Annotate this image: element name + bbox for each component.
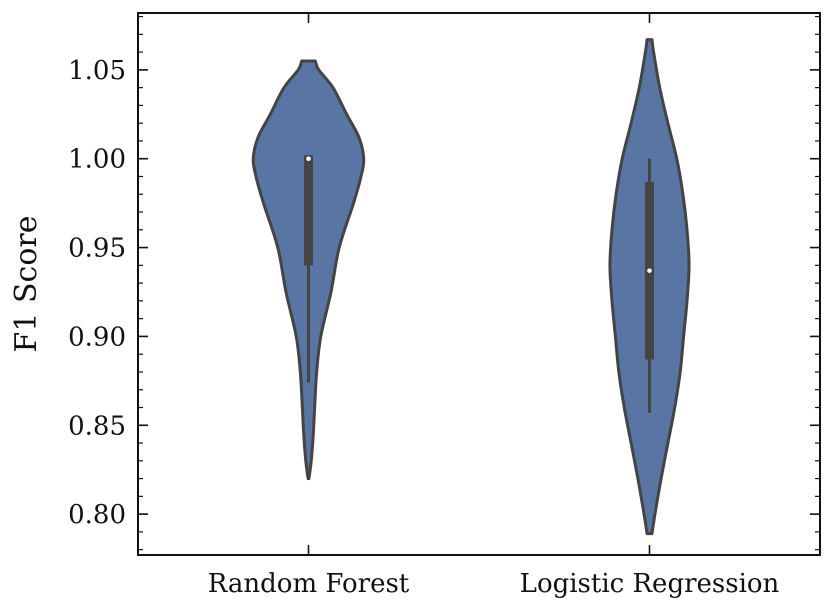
y-tick-label: 0.90 (68, 322, 126, 352)
y-axis-label: F1 Score (9, 216, 44, 353)
ticks-layer: 0.80 0.85 0.90 0.95 1.00 1.05 Random Forest Log… (68, 13, 820, 599)
y-tick-label: 1.05 (68, 56, 126, 86)
iqr-box-random-forest (304, 155, 313, 266)
y-tick-label: 0.95 (68, 234, 126, 264)
violins-layer (251, 38, 691, 536)
y-tick-label: 0.80 (68, 500, 126, 530)
median-marker-random-forest (306, 156, 311, 162)
plot-frame (137, 12, 821, 556)
x-tick-label: Logistic Regression (520, 569, 780, 599)
y-tick-label: 1.00 (68, 145, 126, 175)
median-marker-logistic-regression (647, 268, 652, 273)
y-tick-label: 0.85 (68, 411, 126, 441)
x-tick-label: Random Forest (208, 569, 410, 599)
